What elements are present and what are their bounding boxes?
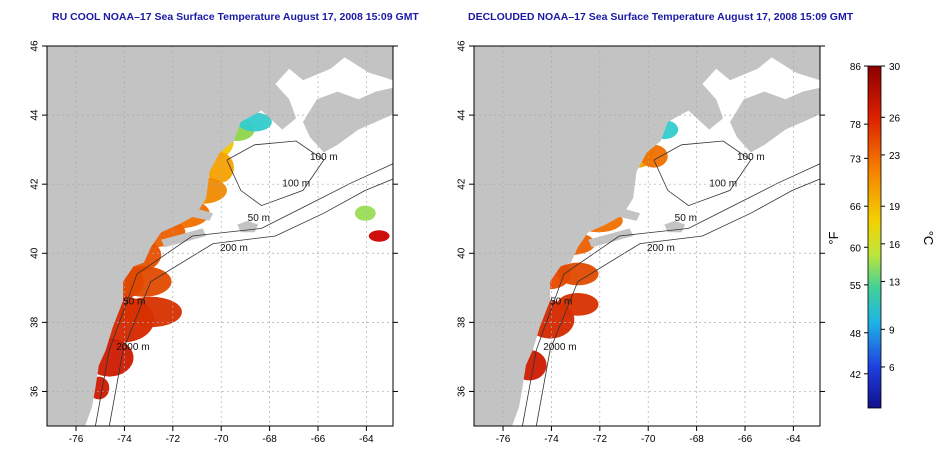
fahrenheit-unit-label: °F (826, 231, 841, 244)
fahrenheit-tick-label: 86 (850, 62, 862, 73)
land-nova-scotia (303, 87, 393, 153)
panel-title-right: DECLOUDED NOAA–17 Sea Surface Temperatur… (468, 11, 854, 23)
contour-line (95, 163, 394, 427)
x-tick-label: -72 (593, 434, 608, 445)
celsius-tick-label: 26 (889, 113, 901, 124)
panel-title-left: RU COOL NOAA–17 Sea Surface Temperature … (52, 11, 419, 23)
fahrenheit-tick-label: 78 (850, 120, 862, 131)
x-tick-label: -68 (689, 434, 704, 445)
land-mass (474, 46, 820, 426)
x-tick-label: -76 (69, 434, 84, 445)
celsius-tick-label: 13 (889, 277, 901, 288)
contour-label: 50 m (675, 213, 697, 224)
fahrenheit-tick-label: 48 (850, 329, 862, 340)
contour-label: 100 m (282, 179, 310, 190)
contour-line (108, 178, 394, 427)
colorbar-scale (867, 65, 882, 409)
fahrenheit-tick-label: 55 (850, 281, 862, 292)
celsius-tick-label: 6 (889, 363, 895, 374)
map-panel-right: 100 m 100 m 50 m 200 m 50 m 2000 m -76 -74 -72 -7… (457, 40, 825, 445)
fahrenheit-tick-label: 60 (850, 243, 862, 254)
contour-label: 200 m (647, 243, 675, 254)
fahrenheit-tick-label: 66 (850, 202, 862, 213)
sst-patch (368, 230, 390, 242)
celsius-tick-label: 30 (889, 62, 901, 73)
contour-label: 100 m (737, 152, 765, 163)
fahrenheit-tick-label: 42 (850, 370, 862, 381)
sst-patch (557, 262, 599, 286)
grid-lines (47, 45, 393, 426)
y-tick-label: 44 (30, 109, 41, 121)
x-tick-label: -70 (214, 434, 229, 445)
sst-patch (116, 266, 172, 297)
y-tick-label: 42 (457, 178, 468, 190)
sst-patch (557, 293, 599, 316)
x-tick-label: -70 (641, 434, 656, 445)
x-tick-label: -64 (786, 434, 801, 445)
y-tick-label: 46 (30, 40, 41, 52)
bathymetry-contours (522, 140, 821, 427)
y-tick-label: 40 (457, 247, 468, 259)
sst-patch (354, 205, 376, 221)
contour-line (226, 140, 325, 207)
contour-label: 2000 m (116, 342, 149, 353)
fahrenheit-tick-label: 73 (850, 154, 862, 165)
map-frame (473, 45, 821, 427)
contour-label: 50 m (248, 213, 270, 224)
celsius-tick-label: 9 (889, 325, 895, 336)
contour-line (522, 163, 821, 427)
contour-label: 50 m (550, 296, 572, 307)
map-frame (46, 45, 394, 427)
map-panel-left: 100 m 100 m 50 m 200 m 50 m 2000 m -76 -74 -72 -7… (30, 40, 398, 445)
land-long-island (588, 228, 634, 248)
y-tick-label: 46 (457, 40, 468, 52)
celsius-unit-label: °C (921, 231, 936, 246)
celsius-tick-label: 16 (889, 240, 901, 251)
contour-label: 50 m (123, 296, 145, 307)
land-nova-scotia (730, 87, 820, 153)
bathymetry-contours (95, 140, 394, 427)
y-tick-label: 36 (457, 385, 468, 397)
y-tick-label: 38 (457, 316, 468, 328)
contour-label: 200 m (220, 243, 248, 254)
y-tick-label: 38 (30, 316, 41, 328)
contour-line (535, 178, 821, 427)
celsius-tick-label: 23 (889, 151, 901, 162)
grid-lines (474, 45, 820, 426)
y-tick-label: 36 (30, 385, 41, 397)
y-tick-label: 44 (457, 109, 468, 121)
contour-label: 100 m (310, 152, 338, 163)
x-tick-label: -74 (117, 434, 132, 445)
celsius-tick-label: 19 (889, 202, 901, 213)
contour-label: 2000 m (543, 342, 576, 353)
x-tick-label: -66 (738, 434, 753, 445)
x-tick-label: -66 (311, 434, 326, 445)
x-tick-label: -76 (496, 434, 511, 445)
y-tick-label: 42 (30, 178, 41, 190)
y-tick-label: 40 (30, 247, 41, 259)
contour-line (653, 140, 752, 207)
contour-label: 100 m (709, 179, 737, 190)
x-tick-label: -72 (166, 434, 181, 445)
x-tick-label: -74 (544, 434, 559, 445)
x-tick-label: -64 (359, 434, 374, 445)
land-long-island (161, 228, 207, 248)
x-tick-label: -68 (262, 434, 277, 445)
land-mass (47, 46, 393, 426)
